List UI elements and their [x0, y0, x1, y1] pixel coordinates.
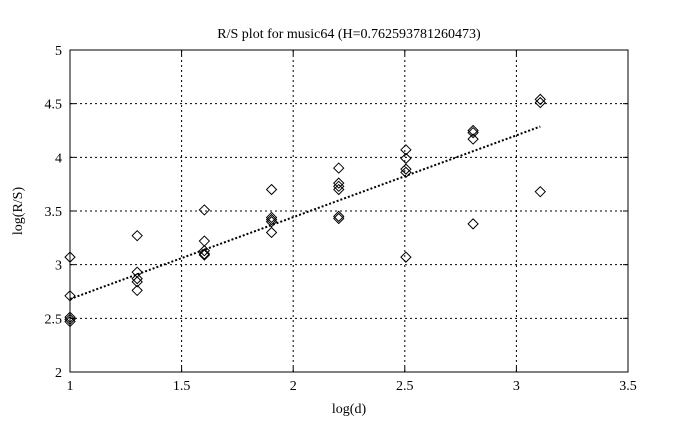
data-point — [400, 152, 412, 165]
chart-title: R/S plot for music64 (H=0.76259378126047… — [217, 27, 481, 42]
data-point — [198, 248, 211, 260]
data-point — [534, 96, 546, 109]
data-point — [534, 185, 546, 198]
data-point — [467, 218, 479, 230]
y-tick-label: 3.5 — [45, 205, 63, 220]
data-point — [265, 213, 278, 226]
y-tick-label: 3 — [55, 259, 62, 274]
data-point — [198, 204, 211, 216]
plot-frame — [69, 49, 629, 373]
data-point — [400, 166, 412, 179]
data-point — [198, 235, 211, 247]
data-point — [333, 183, 345, 196]
x-tick-label: 3 — [513, 379, 520, 394]
y-tick-label: 2 — [55, 366, 62, 381]
data-point — [467, 126, 479, 139]
data-point — [265, 211, 278, 224]
data-point — [198, 245, 211, 257]
data-point — [467, 124, 479, 137]
y-axis-label: log(R/S) — [11, 187, 26, 236]
data-point — [131, 266, 143, 278]
data-point — [131, 229, 143, 242]
data-point — [400, 163, 412, 175]
data-point — [333, 162, 345, 174]
y-tick-label: 4 — [55, 151, 62, 166]
x-tick-label: 3.5 — [619, 379, 637, 394]
x-tick-label: 2.5 — [396, 379, 414, 394]
x-tick-label: 1 — [67, 379, 74, 394]
y-tick-label: 2.5 — [45, 312, 63, 327]
fit-line — [69, 125, 541, 300]
data-point — [131, 284, 143, 297]
data-point — [333, 177, 345, 189]
data-point — [467, 133, 479, 145]
y-tick-label: 4.5 — [45, 98, 63, 113]
data-point — [400, 251, 412, 263]
data-point — [265, 183, 278, 196]
x-axis-label: log(d) — [332, 402, 367, 417]
data-point — [400, 144, 412, 156]
data-point — [333, 180, 345, 193]
y-tick-label: 5 — [55, 44, 62, 59]
data-point — [333, 210, 345, 223]
data-point — [265, 216, 278, 228]
data-point — [333, 212, 345, 225]
data-point — [131, 276, 143, 288]
x-tick-label: 2 — [290, 379, 297, 394]
data-point — [131, 272, 143, 285]
x-tick-label: 1.5 — [173, 379, 191, 394]
data-point — [265, 226, 278, 239]
data-point — [198, 249, 211, 261]
data-point — [534, 93, 546, 106]
